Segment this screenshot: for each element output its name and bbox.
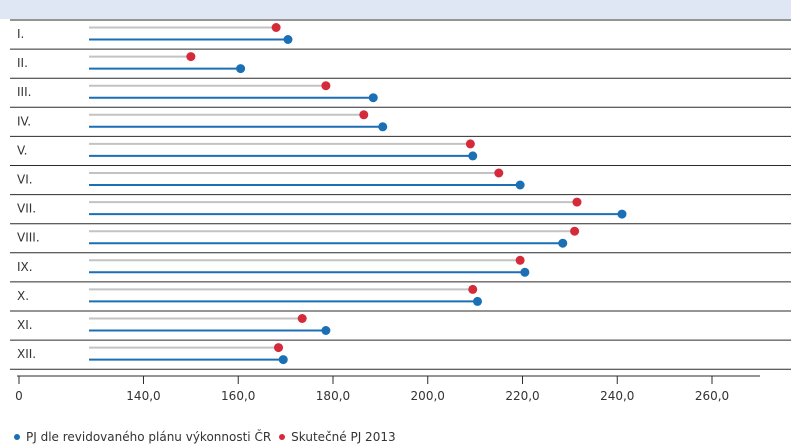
category-label: IX. [17,260,33,274]
planned-point [515,180,525,190]
legend-item-planned: PJ dle revidovaného plánu výkonnosti ČR [14,430,271,444]
planned-point [558,238,568,248]
category-label: III. [17,85,31,99]
legend-item-actual: Skutečné PJ 2013 [279,430,396,444]
x-tick-label: 200,0 [411,389,445,403]
x-tick-label: 0 [15,389,23,403]
planned-point [520,267,530,277]
category-label: VI. [17,173,33,187]
category-label: VII. [17,202,36,216]
planned-point [472,296,482,306]
actual-point [186,52,196,62]
x-tick-label: 260,0 [695,389,729,403]
planned-point [283,35,293,44]
category-label: XI. [17,318,33,332]
x-tick-label: 160,0 [221,389,255,403]
header-band [0,0,791,19]
x-tick-label: 180,0 [316,389,350,403]
actual-point [321,81,331,91]
planned-point [236,64,246,74]
actual-point [274,343,284,353]
actual-point [468,284,478,294]
planned-point [278,355,288,365]
actual-point [572,197,582,207]
actual-point [359,110,369,120]
category-label: I. [17,27,24,41]
actual-point [570,226,580,236]
legend-label-planned: PJ dle revidovaného plánu výkonnosti ČR [26,430,272,444]
legend-dot-planned [14,434,20,440]
category-label: XII. [17,347,36,361]
actual-point [494,168,504,178]
x-tick-label: 140,0 [126,389,160,403]
category-label: VIII. [17,231,40,245]
actual-point [297,314,307,323]
x-tick-label: 220,0 [505,389,539,403]
planned-point [368,93,378,103]
planned-point [468,151,478,161]
category-label: IV. [17,114,31,128]
legend-dot-actual [279,434,286,440]
category-label: X. [17,289,29,303]
actual-point [515,255,525,265]
actual-point [271,23,281,32]
category-label: V. [17,143,27,157]
category-label: II. [17,56,28,70]
x-tick-label: 240,0 [600,389,634,403]
legend: PJ dle revidovaného plánu výkonnosti ČR … [14,427,404,447]
planned-point [617,209,627,219]
actual-point [465,139,475,149]
planned-point [321,326,331,335]
planned-point [378,122,388,132]
legend-label-actual: Skutečné PJ 2013 [291,430,396,444]
